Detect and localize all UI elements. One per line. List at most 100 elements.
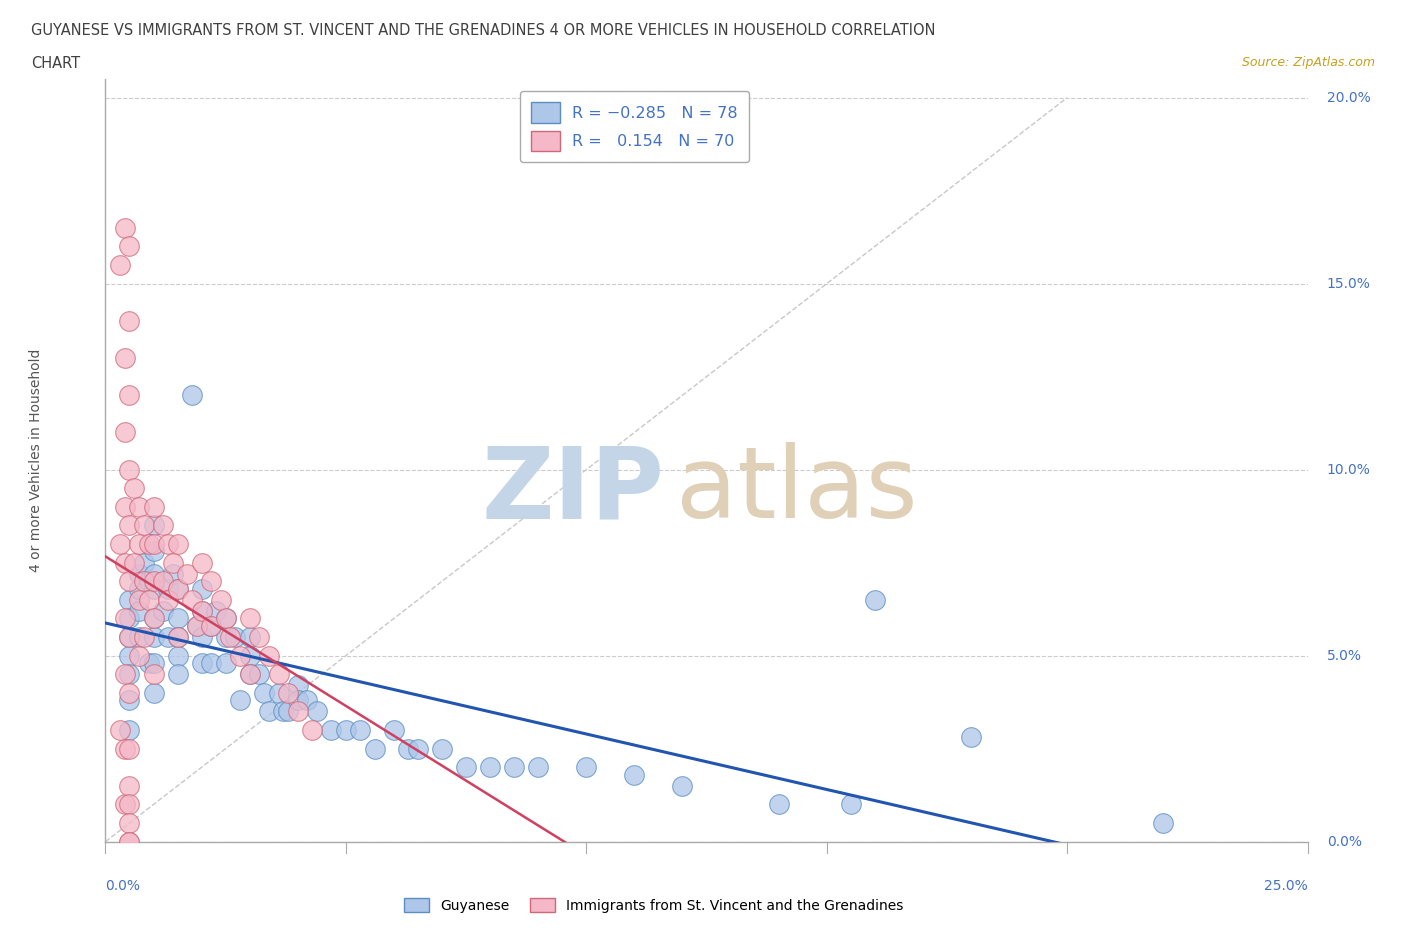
- Point: [142, 685, 165, 700]
- Point: [118, 518, 141, 533]
- Point: [214, 656, 236, 671]
- Text: 0.0%: 0.0%: [1327, 834, 1362, 849]
- Point: [200, 618, 222, 633]
- Point: [142, 566, 165, 581]
- Legend: Guyanese, Immigrants from St. Vincent and the Grenadines: Guyanese, Immigrants from St. Vincent an…: [398, 893, 910, 919]
- Text: 25.0%: 25.0%: [1264, 879, 1308, 893]
- Point: [156, 630, 179, 644]
- Point: [287, 678, 309, 693]
- Point: [364, 741, 387, 756]
- Point: [287, 693, 309, 708]
- Point: [839, 797, 862, 812]
- Point: [305, 704, 328, 719]
- Point: [142, 611, 165, 626]
- Point: [200, 656, 222, 671]
- Point: [267, 667, 290, 682]
- Point: [118, 313, 141, 328]
- Point: [277, 685, 299, 700]
- Point: [118, 797, 141, 812]
- Text: 20.0%: 20.0%: [1327, 90, 1371, 105]
- Point: [142, 611, 165, 626]
- Point: [623, 767, 645, 782]
- Point: [219, 630, 242, 644]
- Point: [247, 667, 270, 682]
- Point: [142, 667, 165, 682]
- Point: [239, 667, 262, 682]
- Text: atlas: atlas: [676, 443, 918, 539]
- Point: [118, 778, 141, 793]
- Text: 0.0%: 0.0%: [105, 879, 141, 893]
- Point: [114, 611, 136, 626]
- Point: [118, 693, 141, 708]
- Text: CHART: CHART: [31, 56, 80, 71]
- Point: [575, 760, 598, 775]
- Point: [142, 656, 165, 671]
- Point: [406, 741, 429, 756]
- Point: [108, 537, 131, 551]
- Point: [166, 537, 188, 551]
- Point: [114, 425, 136, 440]
- Text: Source: ZipAtlas.com: Source: ZipAtlas.com: [1241, 56, 1375, 69]
- Point: [128, 499, 150, 514]
- Point: [190, 656, 212, 671]
- Point: [960, 730, 983, 745]
- Point: [132, 555, 155, 570]
- Point: [138, 656, 160, 671]
- Point: [142, 518, 165, 533]
- Point: [118, 239, 141, 254]
- Point: [142, 574, 165, 589]
- Point: [142, 544, 165, 559]
- Point: [138, 574, 160, 589]
- Point: [768, 797, 790, 812]
- Point: [128, 604, 150, 618]
- Point: [349, 723, 371, 737]
- Point: [118, 667, 141, 682]
- Point: [108, 258, 131, 272]
- Point: [503, 760, 526, 775]
- Point: [142, 537, 165, 551]
- Point: [118, 685, 141, 700]
- Point: [142, 499, 165, 514]
- Point: [186, 618, 208, 633]
- Point: [118, 630, 141, 644]
- Point: [430, 741, 453, 756]
- Point: [257, 648, 280, 663]
- Point: [190, 604, 212, 618]
- Point: [273, 704, 295, 719]
- Point: [479, 760, 502, 775]
- Point: [162, 566, 184, 581]
- Point: [277, 704, 299, 719]
- Point: [181, 388, 204, 403]
- Point: [114, 555, 136, 570]
- Point: [166, 648, 188, 663]
- Point: [671, 778, 693, 793]
- Point: [118, 592, 141, 607]
- Point: [166, 581, 188, 596]
- Point: [166, 611, 188, 626]
- Point: [301, 723, 323, 737]
- Point: [118, 834, 141, 849]
- Point: [128, 648, 150, 663]
- Text: 10.0%: 10.0%: [1327, 462, 1371, 477]
- Point: [138, 537, 160, 551]
- Point: [132, 518, 155, 533]
- Point: [118, 611, 141, 626]
- Point: [118, 834, 141, 849]
- Point: [247, 630, 270, 644]
- Point: [156, 581, 179, 596]
- Point: [239, 667, 262, 682]
- Point: [118, 816, 141, 830]
- Point: [527, 760, 550, 775]
- Text: 5.0%: 5.0%: [1327, 648, 1362, 663]
- Point: [118, 741, 141, 756]
- Point: [152, 518, 174, 533]
- Point: [114, 741, 136, 756]
- Point: [1152, 816, 1174, 830]
- Text: 15.0%: 15.0%: [1327, 276, 1371, 291]
- Point: [214, 611, 236, 626]
- Point: [186, 618, 208, 633]
- Point: [321, 723, 343, 737]
- Point: [257, 704, 280, 719]
- Point: [118, 630, 141, 644]
- Point: [118, 648, 141, 663]
